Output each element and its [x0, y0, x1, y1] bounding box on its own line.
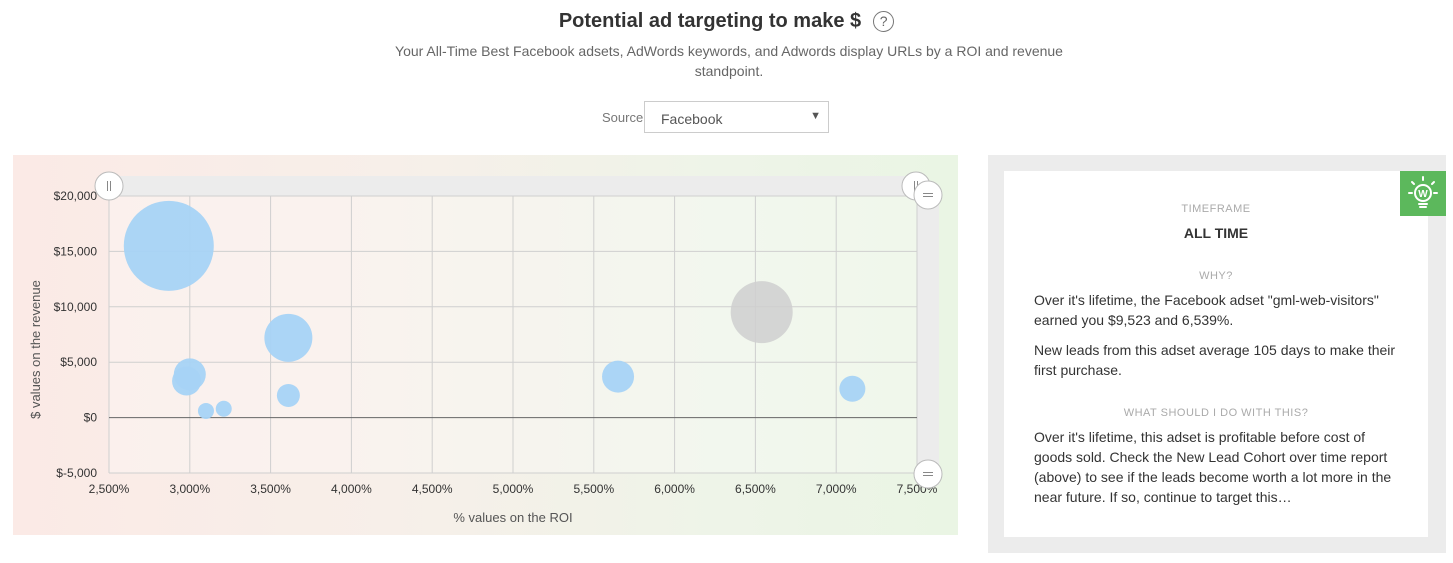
bubble[interactable]: [839, 375, 866, 402]
y-tick-label: $0: [84, 411, 98, 425]
x-tick-label: 4,000%: [331, 482, 372, 496]
source-label: Source: [602, 110, 644, 125]
chevron-down-icon: ▼: [810, 110, 821, 122]
source-select[interactable]: Facebook ▼: [644, 101, 829, 133]
bubble[interactable]: [276, 383, 300, 407]
x-tick-label: 6,000%: [654, 482, 695, 496]
x-range-handle-left[interactable]: [94, 171, 124, 201]
bubble[interactable]: [197, 402, 214, 419]
why-label: WHY?: [1199, 270, 1233, 282]
y-range-handle-bottom[interactable]: [913, 459, 943, 489]
x-tick-label: 3,500%: [250, 482, 291, 496]
y-tick-label: $-5,000: [56, 466, 97, 480]
why-paragraph-1: Over it's lifetime, the Facebook adset "…: [1034, 292, 1379, 328]
y-axis-title: $ values on the revenue: [28, 280, 43, 419]
x-tick-label: 5,500%: [573, 482, 614, 496]
source-selected-value: Facebook: [661, 111, 723, 127]
why-paragraph-2: New leads from this adset average 105 da…: [1034, 342, 1396, 378]
bubble[interactable]: [602, 360, 635, 393]
y-tick-label: $5,000: [60, 355, 97, 369]
todo-paragraph: Over it's lifetime, this adset is profit…: [1034, 429, 1392, 505]
x-tick-label: 2,500%: [89, 482, 130, 496]
y-range-scrollbar[interactable]: [917, 185, 939, 485]
page-title-row: Potential ad targeting to make $ ?: [0, 10, 1453, 33]
bubble[interactable]: [172, 366, 202, 396]
x-axis-title: % values on the ROI: [453, 510, 572, 525]
timeframe-value: ALL TIME: [1183, 225, 1249, 241]
insight-card: TIMEFRAME ALL TIME WHY? Over it's lifeti…: [1004, 171, 1428, 537]
bubble[interactable]: [215, 400, 232, 417]
todo-label: WHAT SHOULD I DO WITH THIS?: [1123, 407, 1309, 419]
lightbulb-button[interactable]: W: [1400, 171, 1446, 216]
lightbulb-icon: W: [1408, 176, 1438, 208]
y-tick-label: $20,000: [54, 189, 98, 203]
timeframe-label: TIMEFRAME: [1181, 203, 1251, 215]
insight-panel: TIMEFRAME ALL TIME WHY? Over it's lifeti…: [988, 155, 1446, 553]
bubble-highlighted[interactable]: [730, 281, 793, 344]
bubble-chart: 2,500% 3,000% 3,500% 4,000% 4,500% 5,000% 5,50…: [28, 171, 943, 525]
x-tick-label: 3,000%: [169, 482, 210, 496]
x-tick-label: 7,000%: [816, 482, 857, 496]
x-tick-label: 4,500%: [412, 482, 453, 496]
x-tick-label: 5,000%: [493, 482, 534, 496]
page-title: Potential ad targeting to make $: [558, 10, 862, 32]
bubble[interactable]: [264, 313, 313, 362]
question-circle-icon[interactable]: ?: [873, 11, 895, 32]
x-tick-label: 6,500%: [735, 482, 776, 496]
page-subtitle: Your All-Time Best Facebook adsets, AdWo…: [395, 43, 1063, 79]
bubble-chart-panel: 2,500% 3,000% 3,500% 4,000% 4,500% 5,000% 5,50…: [13, 155, 958, 535]
svg-text:W: W: [1418, 189, 1428, 200]
y-tick-label: $15,000: [54, 244, 98, 258]
bubble[interactable]: [123, 200, 214, 291]
y-range-handle-top[interactable]: [913, 180, 943, 210]
y-tick-label: $10,000: [54, 300, 98, 314]
x-range-scrollbar[interactable]: [109, 176, 917, 196]
